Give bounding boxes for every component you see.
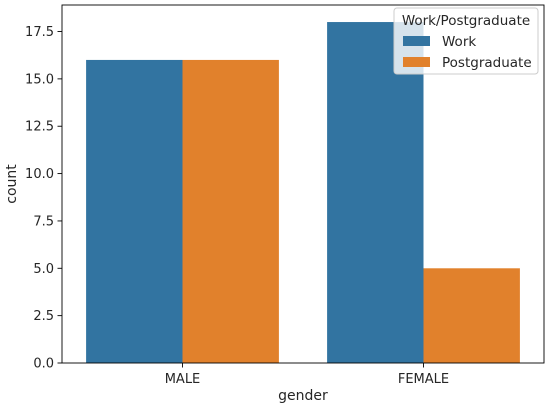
legend-label-work: Work [442,34,476,50]
y-tick-label: 12.5 [25,120,54,135]
y-tick-label: 5.0 [33,262,54,277]
x-tick-label: FEMALE [398,372,449,387]
bars [86,22,520,364]
legend-swatch-work [403,36,430,46]
y-tick-label: 17.5 [25,25,54,40]
legend-entries: Work Postgraduate [403,34,532,71]
y-axis-label: count [4,164,20,204]
bar-work-female [327,22,424,364]
y-tick-label: 10.0 [25,167,54,182]
y-tick-label: 0.0 [33,357,54,372]
plot-frame [61,4,545,364]
x-tick-label: MALE [165,372,201,387]
y-tick-label: 15.0 [25,72,54,87]
legend: Work/Postgraduate Work Postgraduate [393,7,539,75]
x-axis-label: gender [278,388,328,404]
y-tick-label: 7.5 [33,214,54,229]
legend-label-postgraduate: Postgraduate [442,55,532,71]
y-tick-label: 2.5 [33,309,54,324]
bar-postgraduate-female [423,268,520,363]
bar-postgraduate-male [182,59,279,364]
bar-work-male [86,59,183,364]
legend-title: Work/Postgraduate [402,13,530,29]
axes: 0.0 2.5 5.0 7.5 10.0 12.5 15.0 17.5 MALE FEMALE [25,4,545,387]
legend-swatch-postgraduate [403,57,430,67]
